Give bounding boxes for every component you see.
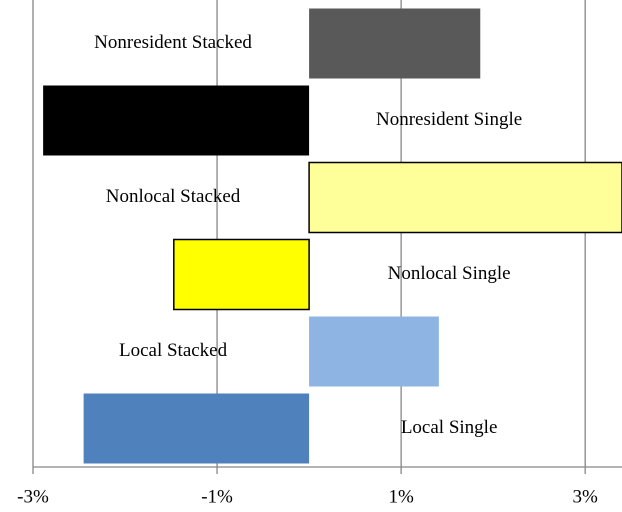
bar	[308, 161, 622, 234]
bar	[309, 8, 481, 79]
category-label: Nonlocal Single	[388, 263, 511, 284]
category-label: Nonlocal Stacked	[106, 186, 241, 207]
x-tick-label: 1%	[388, 486, 414, 507]
bar	[309, 316, 439, 387]
category-label: Local Stacked	[119, 340, 228, 361]
category-label: Nonresident Single	[376, 109, 522, 130]
x-tick-label: -3%	[17, 486, 49, 507]
bar	[173, 238, 310, 311]
x-tick-label: 3%	[573, 486, 599, 507]
category-label: Local Single	[401, 417, 498, 438]
bar	[83, 393, 310, 464]
x-tick-label: -1%	[201, 486, 233, 507]
category-label: Nonresident Stacked	[94, 32, 252, 53]
bar	[43, 85, 310, 156]
